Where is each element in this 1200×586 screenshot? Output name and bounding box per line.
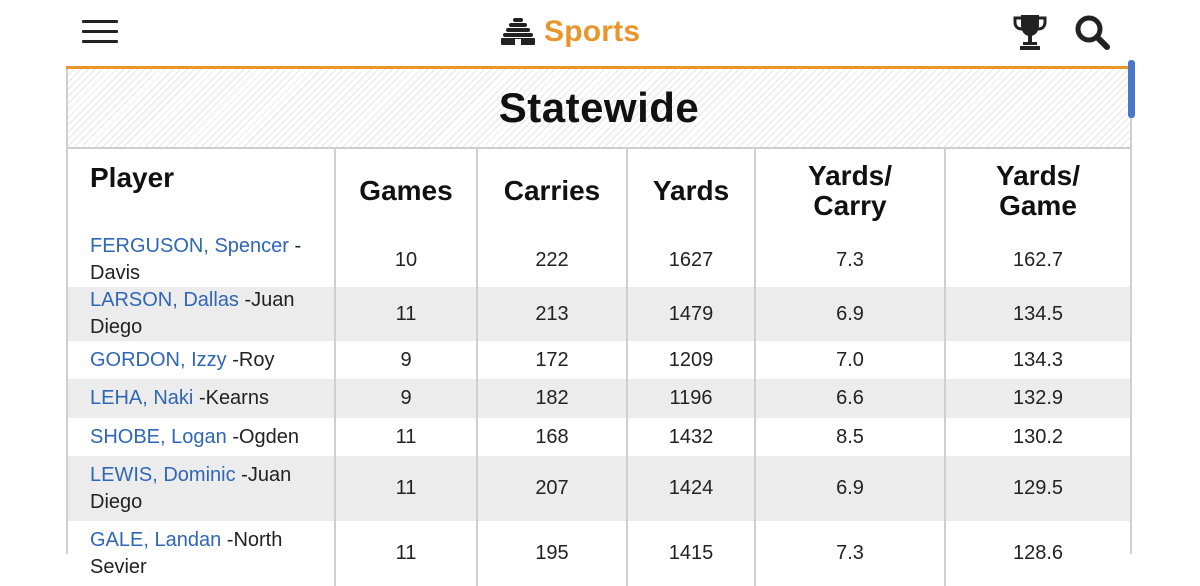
ypc-cell: 8.5 bbox=[754, 418, 945, 456]
table-row: SHOBE, Logan -Ogden 11 168 1432 8.5 130.… bbox=[68, 418, 1130, 456]
games-cell: 11 bbox=[334, 456, 477, 521]
header-divider bbox=[66, 66, 1132, 69]
ypc-cell: 7.3 bbox=[754, 233, 945, 287]
player-link[interactable]: FERGUSON, Spencer bbox=[90, 235, 289, 257]
ypc-cell: 6.9 bbox=[754, 456, 945, 521]
ypc-cell: 6.9 bbox=[754, 287, 945, 341]
brand-logo[interactable]: Sports bbox=[500, 12, 640, 52]
table-title: Statewide bbox=[498, 84, 700, 131]
ypg-cell: 129.5 bbox=[944, 456, 1130, 521]
table-header-row: Player Games Carries Yards Yards/ Carry … bbox=[68, 149, 1130, 233]
player-link[interactable]: GORDON, Izzy bbox=[90, 348, 227, 371]
column-header-yards-per-game: Yards/ Game bbox=[944, 149, 1130, 233]
player-school: -Roy bbox=[232, 348, 275, 371]
player-link[interactable]: SHOBE, Logan bbox=[90, 425, 227, 448]
column-header-ypg-line1: Yards/ bbox=[995, 160, 1081, 191]
player-school: -Juan Diego bbox=[90, 289, 295, 338]
games-cell: 10 bbox=[334, 233, 477, 287]
rushing-stats-table: Player Games Carries Yards Yards/ Carry … bbox=[68, 149, 1130, 586]
trophy-icon[interactable] bbox=[1012, 13, 1048, 51]
carries-cell: 172 bbox=[476, 341, 627, 379]
ypc-cell: 7.0 bbox=[754, 341, 945, 379]
player-school: -Juan Diego bbox=[90, 463, 292, 513]
games-cell: 11 bbox=[334, 418, 477, 456]
brand-title: Sports bbox=[544, 15, 641, 48]
games-cell: 11 bbox=[334, 287, 477, 341]
player-cell: LARSON, Dallas -Juan Diego bbox=[68, 287, 335, 341]
player-cell: SHOBE, Logan -Ogden bbox=[68, 418, 335, 456]
games-cell: 9 bbox=[334, 379, 477, 418]
table-row: FERGUSON, Spencer -Davis 10 222 1627 7.3… bbox=[68, 233, 1130, 287]
ypg-cell: 134.3 bbox=[944, 341, 1130, 379]
ypg-cell: 132.9 bbox=[944, 379, 1130, 418]
column-header-ypg-line2: Game bbox=[999, 190, 1077, 221]
card-header: Statewide bbox=[68, 69, 1130, 149]
player-cell: GORDON, Izzy -Roy bbox=[68, 341, 335, 379]
player-link[interactable]: GALE, Landan bbox=[90, 528, 222, 551]
top-nav-bar: Sports bbox=[0, 0, 1200, 62]
column-header-games: Games bbox=[334, 149, 477, 233]
table-row: GORDON, Izzy -Roy 9 172 1209 7.0 134.3 bbox=[68, 341, 1130, 379]
carries-cell: 213 bbox=[476, 287, 627, 341]
table-row: LARSON, Dallas -Juan Diego 11 213 1479 6… bbox=[68, 287, 1130, 341]
carries-cell: 182 bbox=[476, 379, 627, 418]
player-school: -Kearns bbox=[198, 387, 269, 409]
ypc-cell: 6.6 bbox=[754, 379, 945, 418]
ypg-cell: 134.5 bbox=[944, 287, 1130, 341]
ypg-cell: 130.2 bbox=[944, 418, 1130, 456]
carries-cell: 168 bbox=[476, 418, 627, 456]
yards-cell: 1196 bbox=[626, 379, 755, 418]
yards-cell: 1479 bbox=[626, 287, 755, 341]
player-link[interactable]: LEHA, Naki bbox=[90, 387, 194, 409]
yards-cell: 1209 bbox=[626, 341, 755, 379]
stats-card: Statewide Player Games Carries Yards Yar… bbox=[66, 69, 1132, 586]
column-header-ypc-line2: Carry bbox=[813, 190, 887, 221]
carries-cell: 222 bbox=[476, 233, 627, 287]
games-cell: 9 bbox=[334, 341, 477, 379]
search-icon[interactable] bbox=[1073, 13, 1111, 51]
player-cell: LEHA, Naki -Kearns bbox=[68, 379, 335, 418]
beehive-icon bbox=[501, 18, 535, 45]
player-school: -Ogden bbox=[232, 425, 300, 448]
carries-cell: 207 bbox=[476, 456, 627, 521]
ypg-cell: 162.7 bbox=[944, 233, 1130, 287]
player-cell: FERGUSON, Spencer -Davis bbox=[68, 233, 335, 287]
column-header-yards-per-carry: Yards/ Carry bbox=[754, 149, 945, 233]
yards-cell: 1424 bbox=[626, 456, 755, 521]
column-header-ypc-line1: Yards/ bbox=[807, 160, 893, 191]
player-link[interactable]: LARSON, Dallas bbox=[90, 289, 239, 311]
menu-icon[interactable] bbox=[82, 19, 118, 45]
yards-cell: 1627 bbox=[626, 233, 755, 287]
scrollbar-thumb[interactable] bbox=[1128, 60, 1135, 118]
column-header-carries: Carries bbox=[476, 149, 627, 233]
column-header-yards: Yards bbox=[626, 149, 755, 233]
column-header-player: Player bbox=[90, 162, 175, 193]
table-row: LEWIS, Dominic -Juan Diego 11 207 1424 6… bbox=[68, 456, 1130, 521]
player-school: -Davis bbox=[90, 235, 302, 284]
table-row: LEHA, Naki -Kearns 9 182 1196 6.6 132.9 bbox=[68, 379, 1130, 418]
player-link[interactable]: LEWIS, Dominic bbox=[90, 463, 236, 486]
yards-cell: 1432 bbox=[626, 418, 755, 456]
player-cell: LEWIS, Dominic -Juan Diego bbox=[68, 456, 335, 521]
